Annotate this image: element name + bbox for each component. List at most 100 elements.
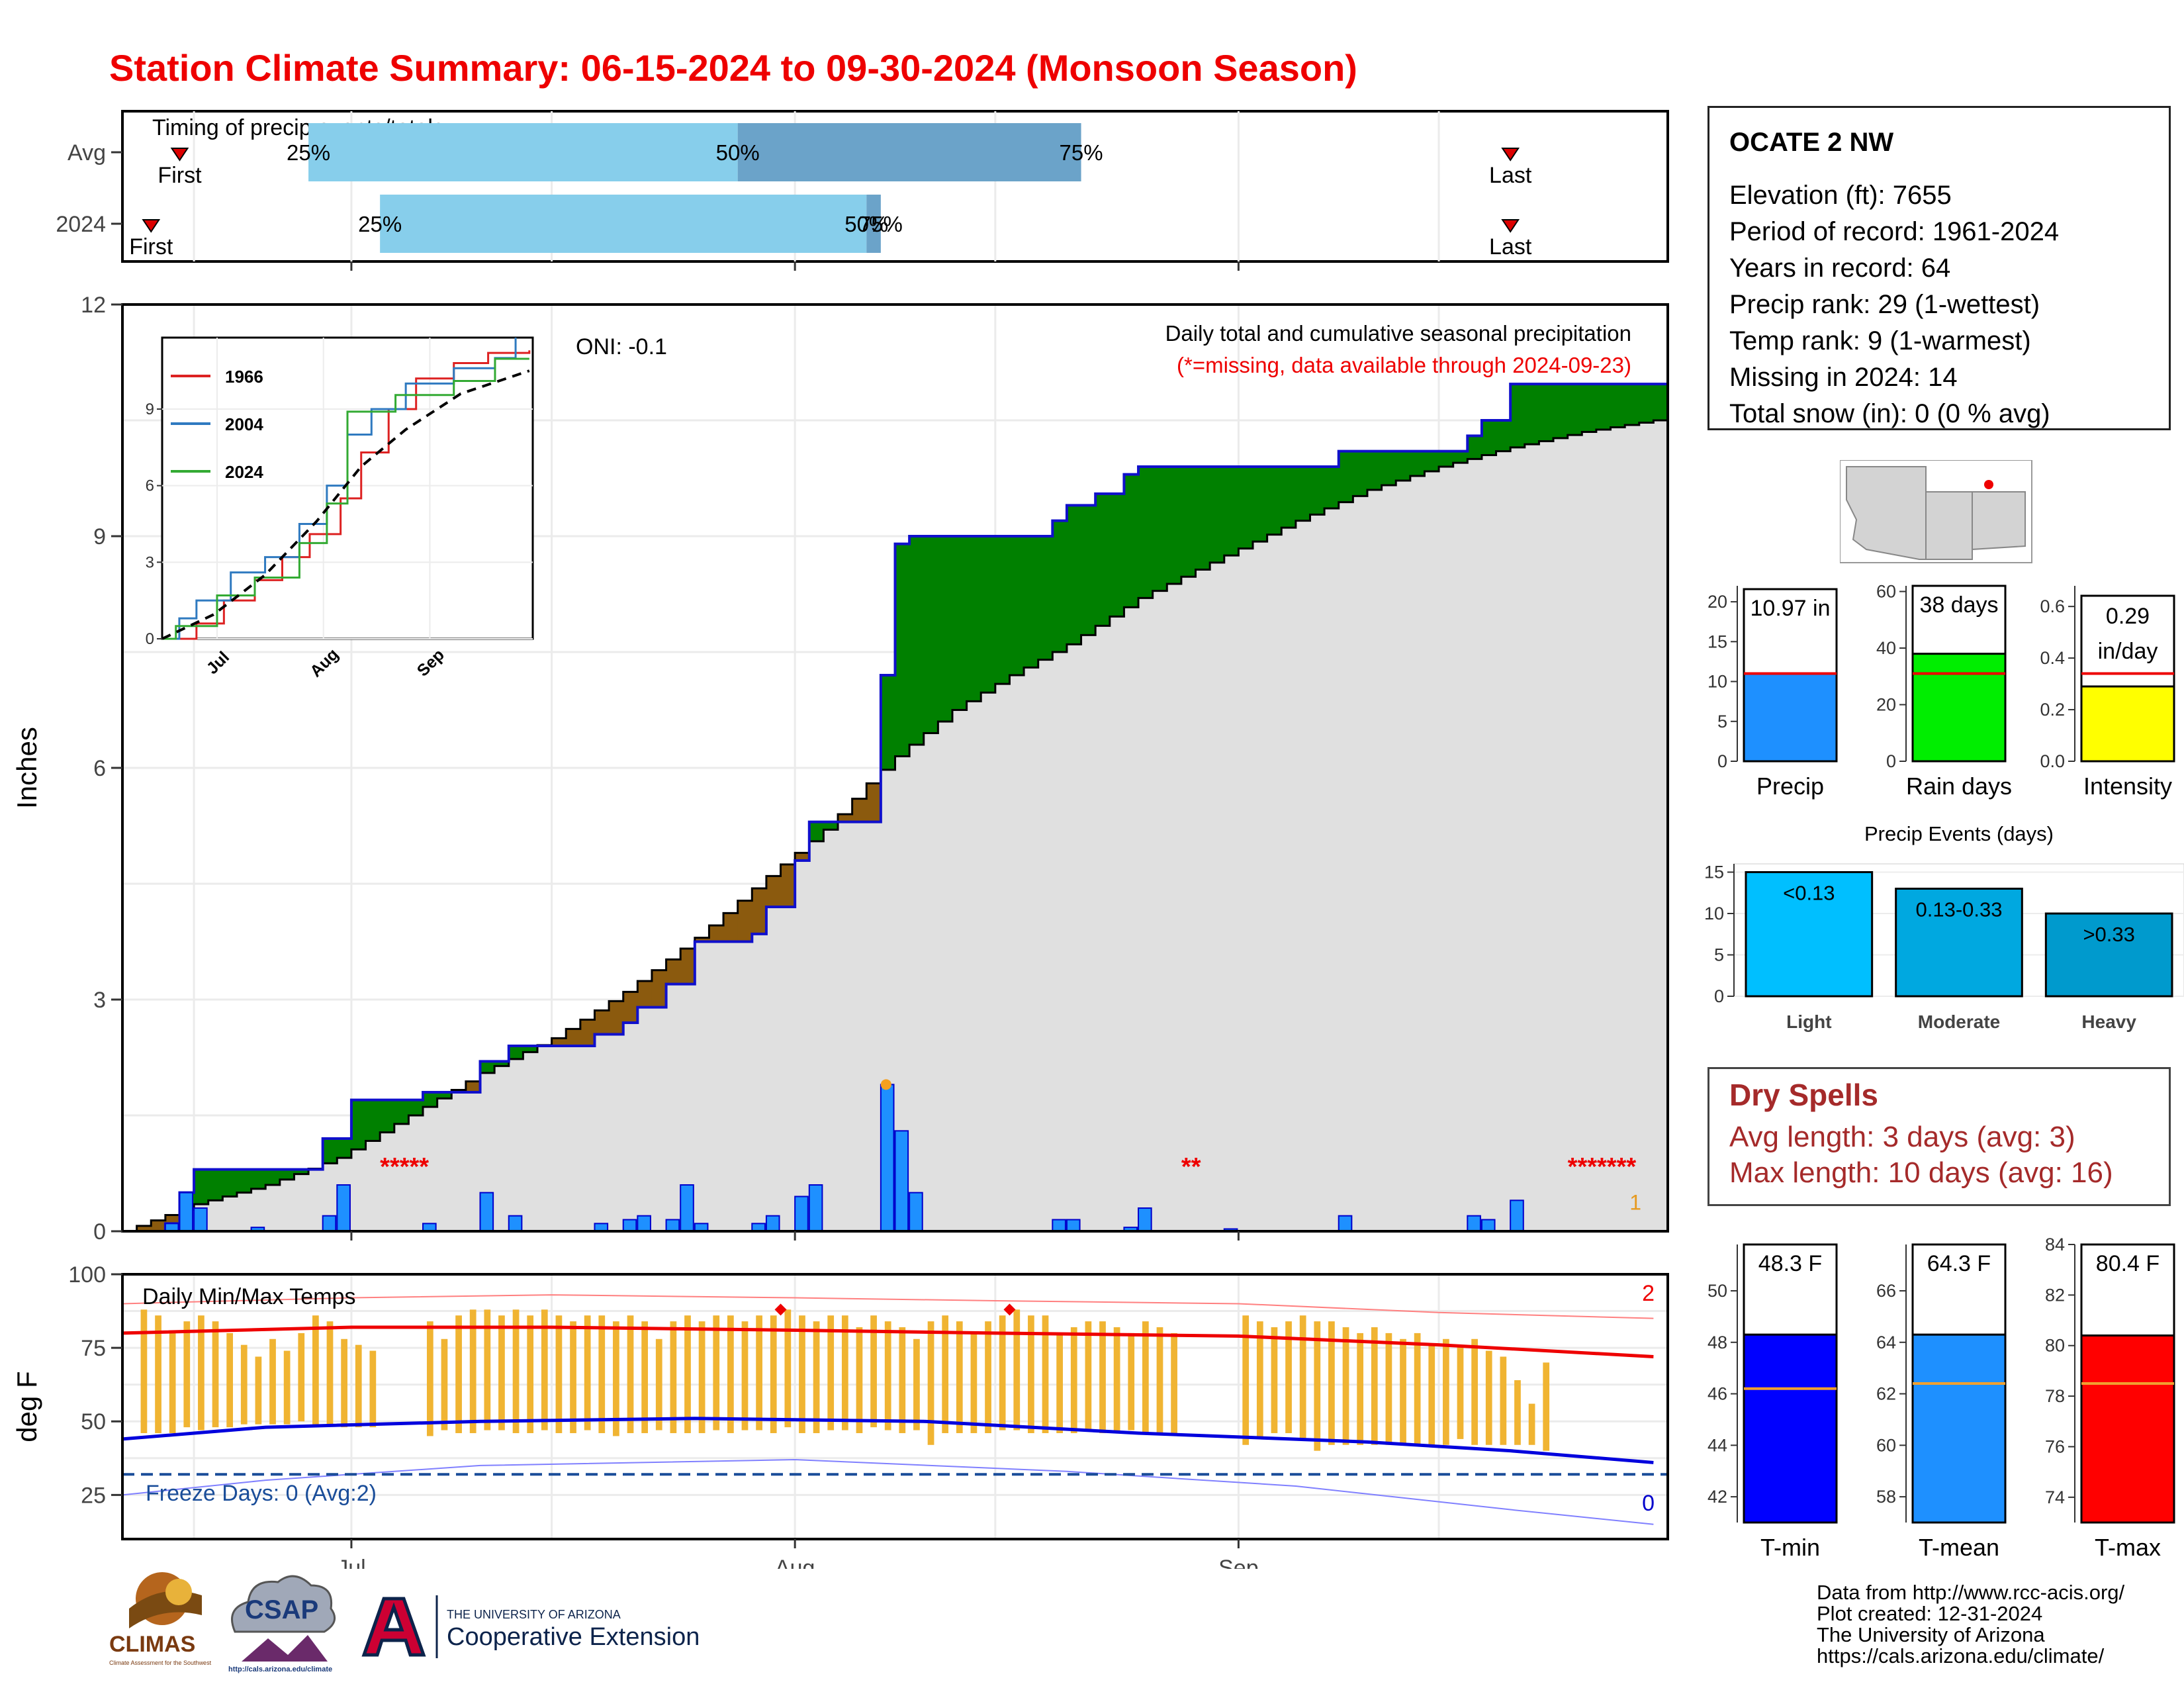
above-average-fill xyxy=(1381,451,1396,485)
daily-temp-range-bar xyxy=(1156,1327,1163,1433)
daily-temp-range-bar xyxy=(255,1356,262,1425)
freeze-days-label: Freeze Days: 0 (Avg:2) xyxy=(146,1481,377,1506)
above-average-fill xyxy=(1152,467,1167,591)
timing-row-label: 2024 xyxy=(56,212,106,237)
summary-value-box xyxy=(1911,1243,2007,1336)
summary-bar xyxy=(2080,685,2175,763)
temp-summary-bars: 42 44 46 48 50 T-min 48.3 F 58 60 62 64 66 T-mean 64.… xyxy=(1707,1235,2181,1561)
daily-temp-range-bar xyxy=(1385,1333,1392,1445)
average-cumulative-area xyxy=(122,420,1668,1231)
timing-p75-label: 75% xyxy=(1060,140,1103,165)
below-average-fill xyxy=(165,1215,180,1224)
avg-min-temp-line xyxy=(122,1417,1654,1464)
daily-temp-range-bar xyxy=(856,1327,863,1433)
daily-precip-bar xyxy=(880,1084,895,1233)
daily-temp-range-bar xyxy=(613,1321,619,1436)
summary-category-label: T-max xyxy=(2095,1534,2161,1561)
summary-value-box xyxy=(2080,1243,2175,1336)
daily-temp-range-bar xyxy=(140,1309,148,1433)
precip-ytick-label: 12 xyxy=(81,293,106,318)
inset-ytick-label: 3 xyxy=(146,553,154,571)
daily-temp-range-bar xyxy=(1314,1321,1321,1451)
summary-bar xyxy=(1743,1333,1838,1524)
summary-ytick-label: 0.0 xyxy=(2040,751,2065,771)
summary-ytick-label: 20 xyxy=(1876,695,1896,715)
above-average-fill xyxy=(1524,384,1539,445)
ua-logo: THE UNIVERSITY OF ARIZONA Cooperative Ex… xyxy=(361,1595,700,1658)
average-cumulative-line xyxy=(122,419,1668,1233)
summary-ytick-label: 60 xyxy=(1876,1435,1896,1455)
summary-ytick-label: 46 xyxy=(1707,1384,1727,1404)
events-title: Precip Events (days) xyxy=(1864,822,2054,845)
above-average-fill xyxy=(1353,451,1368,496)
cumulative-2024-line xyxy=(122,383,1668,1233)
daily-temp-range-bar xyxy=(1414,1333,1421,1445)
above-average-fill xyxy=(1195,467,1210,570)
above-average-fill xyxy=(1625,384,1640,425)
inset-series-line xyxy=(162,357,529,640)
daily-temp-range-bar xyxy=(713,1315,720,1430)
precip-ytick-label: 3 xyxy=(93,988,106,1013)
credit-university: The University of Arizona xyxy=(1817,1623,2045,1646)
daily-temp-range-bar xyxy=(784,1309,792,1428)
below-average-fill xyxy=(723,913,739,942)
daily-precip-bar xyxy=(1480,1219,1496,1232)
timing-p50-label: 50% xyxy=(716,140,760,165)
daily-temp-range-bar xyxy=(884,1321,891,1430)
credits: Data from http://www.rcc-acis.org/ Plot … xyxy=(1817,1582,2124,1667)
above-average-fill xyxy=(1038,536,1053,660)
credit-data-source: Data from http://www.rcc-acis.org/ xyxy=(1817,1581,2125,1604)
daily-temp-range-bar xyxy=(426,1321,433,1436)
climas-logo-subtitle: Climate Assessment for the Southwest xyxy=(109,1660,212,1666)
summary-ytick-label: 74 xyxy=(2045,1487,2065,1507)
above-average-fill xyxy=(437,1092,452,1099)
inset-legend-label: 2024 xyxy=(225,462,263,482)
daily-temp-range-bar xyxy=(641,1321,649,1433)
daily-temp-range-bar xyxy=(1285,1321,1292,1433)
daily-temp-range-bar xyxy=(355,1344,362,1428)
daily-temp-range-bar xyxy=(684,1315,691,1433)
daily-temp-range-bar xyxy=(627,1315,634,1433)
summary-ytick-label: 64 xyxy=(1876,1333,1896,1352)
timing-row-label: Avg xyxy=(68,140,106,165)
daily-temp-range-bar xyxy=(1113,1327,1120,1433)
daily-temp-range-bar xyxy=(1328,1321,1335,1445)
daily-temp-range-bar xyxy=(369,1350,377,1428)
daily-temp-range-bar xyxy=(956,1321,963,1433)
above-average-fill xyxy=(294,1169,309,1174)
summary-ytick-label: 60 xyxy=(1876,582,1896,602)
daily-temp-range-bar xyxy=(1400,1338,1406,1445)
daily-temp-range-bar xyxy=(999,1315,1006,1430)
below-average-fill xyxy=(852,798,867,822)
above-average-fill xyxy=(1167,467,1182,584)
first-event-label: First xyxy=(129,234,173,259)
above-average-fill xyxy=(1124,474,1139,608)
csap-logo-url: http://cals.arizona.edu/climate xyxy=(228,1665,332,1673)
daily-temp-range-bar xyxy=(1085,1321,1092,1430)
missing-data-marker: ** xyxy=(1181,1153,1201,1181)
below-average-fill xyxy=(136,1225,152,1231)
dry-spells-title: Dry Spells xyxy=(1729,1078,1878,1112)
above-average-fill xyxy=(1481,420,1497,455)
above-average-fill xyxy=(823,821,839,830)
summary-ytick-label: 66 xyxy=(1876,1281,1896,1301)
timing-p75-label: 75% xyxy=(859,212,903,236)
daily-precip-bar xyxy=(1467,1215,1481,1232)
daily-temp-range-bar xyxy=(326,1321,334,1425)
below-average-fill xyxy=(694,937,709,942)
above-average-fill xyxy=(337,1139,352,1158)
events-ytick-label: 5 xyxy=(1714,945,1724,965)
daily-temp-range-bar xyxy=(942,1315,949,1433)
oni-label: ONI: -0.1 xyxy=(576,334,667,359)
daily-precip-bar xyxy=(794,1196,809,1232)
events-bar-label: >0.33 xyxy=(2083,923,2134,946)
ua-logo-line2: Cooperative Extension xyxy=(447,1623,700,1651)
dry-spells-max: Max length: 10 days (avg: 16) xyxy=(1729,1156,2113,1189)
above-average-fill xyxy=(809,821,824,841)
above-average-fill xyxy=(1567,384,1582,436)
below-average-fill xyxy=(551,1038,567,1046)
below-average-fill xyxy=(594,1010,610,1035)
daily-temp-range-bar xyxy=(770,1315,777,1433)
inset-series-line xyxy=(161,369,530,640)
summary-category-label: T-mean xyxy=(1919,1534,1999,1561)
